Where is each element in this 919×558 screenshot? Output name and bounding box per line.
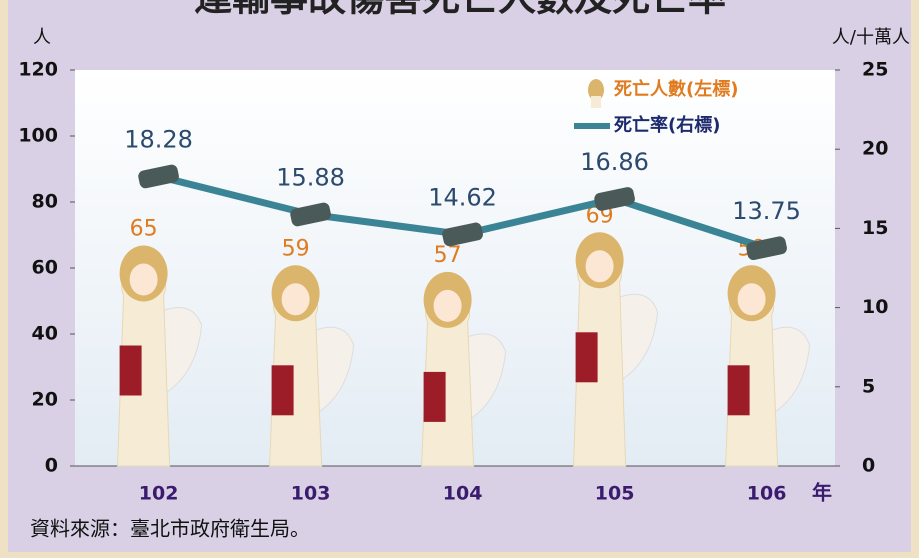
face	[281, 283, 310, 316]
line-marker	[442, 222, 483, 247]
y2-tick-label: 5	[862, 375, 875, 397]
x-tick-label: 103	[291, 483, 331, 505]
y-axis-label: 人	[33, 27, 51, 48]
line-marker	[594, 187, 635, 211]
book	[575, 332, 598, 383]
y2-tick-label: 15	[862, 217, 888, 239]
data-label: 14.62	[428, 183, 497, 211]
y2-tick-label: 20	[862, 138, 888, 160]
line-marker	[138, 164, 179, 189]
x-tick-label: 102	[139, 483, 179, 505]
line-marker	[746, 236, 787, 261]
x-axis-label: 年	[812, 481, 832, 505]
y-tick-label: 80	[32, 191, 58, 213]
chart-title: 運輸事故傷害死亡人數及死亡率	[194, 0, 726, 20]
data-label: 18.28	[124, 125, 193, 153]
face	[585, 250, 614, 283]
y-tick-label: 100	[18, 125, 58, 147]
y-tick-label: 60	[32, 257, 58, 279]
y2-axis-label: 人/十萬人	[832, 27, 910, 48]
face	[737, 283, 766, 316]
data-label: 57	[434, 243, 462, 268]
y-tick-label: 40	[32, 323, 58, 345]
y2-tick-label: 25	[862, 59, 888, 81]
legend-label: 死亡人數(左標)	[614, 78, 738, 100]
data-label: 13.75	[732, 197, 801, 225]
face	[433, 289, 462, 322]
face	[129, 263, 158, 296]
y-tick-label: 120	[18, 59, 58, 81]
book	[119, 345, 142, 396]
y-tick-label: 20	[32, 389, 58, 411]
data-label: 59	[282, 236, 310, 261]
book	[271, 365, 294, 416]
legend-swatch	[588, 79, 604, 101]
y2-tick-label: 0	[862, 455, 875, 477]
book	[423, 371, 446, 422]
x-tick-label: 105	[595, 483, 635, 505]
y2-tick-label: 10	[862, 296, 888, 318]
legend-label: 死亡率(右標)	[614, 114, 720, 136]
x-tick-label: 106	[747, 483, 787, 505]
source-note: 資料來源：臺北市政府衛生局。	[30, 517, 310, 541]
x-tick-label: 104	[443, 483, 483, 505]
y-tick-label: 0	[45, 455, 58, 477]
legend-swatch-body	[591, 96, 601, 108]
data-label: 15.88	[276, 163, 345, 191]
line-marker	[290, 202, 331, 227]
book	[727, 365, 750, 416]
data-label: 65	[130, 217, 158, 242]
data-label: 16.86	[580, 148, 649, 176]
